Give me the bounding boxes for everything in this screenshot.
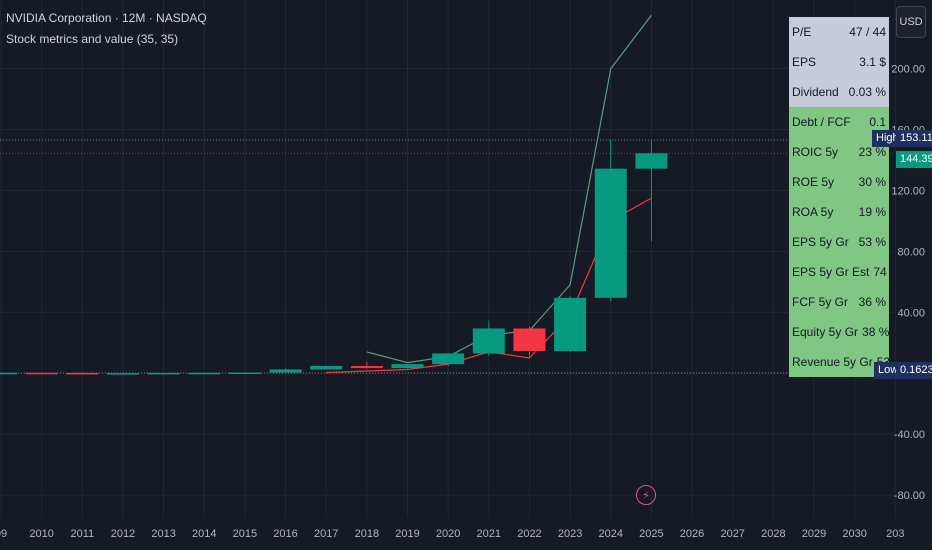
x-tick-label: 2016: [273, 528, 297, 540]
x-tick-label: 2024: [599, 528, 623, 540]
x-tick-label: 2012: [111, 528, 135, 540]
x-tick-label: 2028: [761, 528, 785, 540]
x-tick-label: 2029: [802, 528, 826, 540]
reference-lines: [0, 139, 893, 374]
symbol-title[interactable]: NVIDIA Corporation · 12M · NASDAQ: [6, 11, 207, 25]
x-tick-label: 2013: [151, 528, 175, 540]
metric-row: ROA 5y 19 %: [789, 197, 889, 227]
y-tick-label: -80.00: [894, 490, 925, 502]
candle-body: [310, 365, 343, 370]
indicator-title[interactable]: Stock metrics and value (35, 35): [6, 32, 179, 46]
x-tick-label: 2025: [639, 528, 663, 540]
metric-value: 3.1 $: [859, 55, 886, 69]
metric-value: 53 %: [858, 235, 886, 249]
candle-body: [106, 373, 139, 375]
metric-row: EPS 3.1 $: [789, 47, 889, 77]
metric-label: Dividend: [792, 85, 839, 99]
y-tick-label: 40.00: [897, 307, 925, 319]
metric-row: ROE 5y 30 %: [789, 167, 889, 197]
x-tick-label: 2027: [720, 528, 744, 540]
low-price-tag: 0.1623: [896, 362, 932, 379]
x-tick-label: 2018: [355, 528, 379, 540]
y-tick-label: 120.00: [891, 185, 925, 197]
metric-label: Equity 5y Gr: [792, 325, 859, 339]
candle-body: [228, 372, 261, 375]
metric-value: 23 %: [858, 145, 886, 159]
candle-body: [66, 372, 99, 375]
x-tick-label: 2026: [680, 528, 704, 540]
candle-body: [513, 328, 546, 352]
y-tick-label: 80.00: [897, 246, 925, 258]
candle-body: [432, 353, 465, 365]
candle-body: [0, 372, 17, 375]
metric-label: ROE 5y: [792, 175, 835, 189]
x-axis: 09 2010 2011 2012 2013 2014 2015 2016 2017 2018 20…: [0, 528, 904, 540]
metric-row: P/E 47 / 44: [789, 17, 889, 47]
metric-row: Dividend 0.03 %: [789, 77, 889, 107]
metric-label: FCF 5y Gr: [792, 295, 848, 309]
metric-row: EPS 5y Gr 53 %: [789, 227, 889, 257]
x-tick-label: 2022: [517, 528, 541, 540]
high-label-tag: High: [872, 130, 903, 147]
x-tick-label: 2019: [395, 528, 419, 540]
x-tick-label: 2020: [436, 528, 460, 540]
x-tick-label: 2015: [233, 528, 257, 540]
x-tick-label: 2030: [842, 528, 866, 540]
metric-label: ROA 5y: [792, 205, 834, 219]
x-tick-label: 2011: [70, 528, 94, 540]
candle-body: [147, 372, 180, 375]
x-tick-label: 09: [0, 528, 7, 540]
x-tick-label: 2014: [192, 528, 216, 540]
candle-body: [391, 364, 424, 369]
metric-value: 19 %: [858, 205, 886, 219]
metric-value: 36 %: [858, 295, 886, 309]
metric-label: Debt / FCF: [792, 115, 851, 129]
candle-body: [269, 369, 302, 373]
x-tick-label: 2017: [314, 528, 338, 540]
x-tick-label: 2023: [558, 528, 582, 540]
metric-row: FCF 5y Gr 36 %: [789, 287, 889, 317]
metric-label: EPS: [792, 55, 817, 69]
last-price-tag: 144.39: [896, 151, 932, 168]
metric-value: 38 %: [862, 325, 889, 339]
metric-value: 30 %: [858, 175, 886, 189]
low-label-tag: Low: [874, 362, 903, 379]
metric-label: P/E: [792, 25, 812, 39]
lightning-icon[interactable]: ⚡: [636, 485, 656, 505]
candle-body: [635, 153, 668, 169]
metric-label: EPS 5y Gr Est: [792, 265, 870, 279]
candle-body: [25, 372, 58, 375]
x-tick-label: 2010: [29, 528, 53, 540]
high-price-tag: 153.11: [896, 130, 932, 147]
metrics-table: P/E 47 / 44 EPS 3.1 $ Dividend 0.03 % Debt / F…: [789, 17, 889, 377]
x-tick-label: 2021: [477, 528, 501, 540]
y-tick-label: 200.00: [891, 64, 925, 76]
candle-body: [350, 365, 383, 369]
x-tick-label: 203: [886, 528, 904, 540]
candle-body: [188, 372, 221, 375]
metric-label: ROIC 5y: [792, 145, 839, 159]
metric-value: 0.03 %: [848, 85, 886, 99]
candles: [0, 139, 668, 375]
metric-value: 47 / 44: [849, 25, 886, 39]
candle-body: [472, 328, 505, 354]
y-tick-label: -40.00: [894, 429, 925, 441]
currency-button[interactable]: USD: [896, 6, 926, 38]
candle-body: [594, 168, 627, 298]
metric-label: Revenue 5y Gr: [792, 355, 873, 369]
indicator-line: [366, 14, 652, 364]
candle-body: [554, 297, 587, 352]
metric-value: 0.1: [869, 115, 886, 129]
chart-legend: NVIDIA Corporation · 12M · NASDAQ Stock …: [6, 12, 207, 54]
metric-label: EPS 5y Gr: [792, 235, 849, 249]
metric-value: 74 %: [873, 265, 889, 279]
metric-row: Debt / FCF 0.1: [789, 107, 889, 137]
metric-row: Equity 5y Gr 38 %: [789, 317, 889, 347]
